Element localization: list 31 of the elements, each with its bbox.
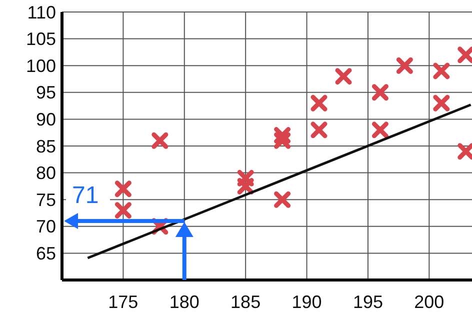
- point: [372, 122, 388, 138]
- x-tick-label: 195: [352, 292, 383, 312]
- x-tick-label: 200: [414, 292, 444, 312]
- point: [237, 170, 254, 186]
- point: [114, 180, 132, 198]
- point: [310, 94, 328, 112]
- x-tick-label: 180: [169, 292, 200, 312]
- y-tick-label: 90: [36, 110, 56, 130]
- x-tick-label: 185: [230, 292, 261, 312]
- x-tick-label: 175: [108, 292, 138, 312]
- point: [152, 132, 168, 149]
- point: [237, 178, 254, 194]
- point: [114, 202, 132, 219]
- point: [433, 62, 450, 80]
- point: [372, 84, 388, 101]
- y-tick-label: 80: [36, 163, 56, 184]
- y-tick-label: 100: [26, 56, 56, 76]
- point: [335, 68, 352, 85]
- y-tick-label: 110: [27, 2, 56, 22]
- y-tick-label: 75: [36, 190, 56, 210]
- point: [310, 122, 328, 138]
- point: [433, 94, 450, 112]
- y-tick-label: 85: [36, 136, 56, 156]
- point: [274, 191, 291, 208]
- annotation: 71: [72, 182, 99, 210]
- y-tick-label: 95: [36, 82, 56, 103]
- point: [396, 57, 413, 74]
- y-tick-label: 105: [26, 29, 56, 50]
- y-tick-label: 65: [36, 244, 56, 264]
- y-tick-label: 70: [36, 216, 56, 237]
- x-tick-label: 190: [292, 292, 322, 312]
